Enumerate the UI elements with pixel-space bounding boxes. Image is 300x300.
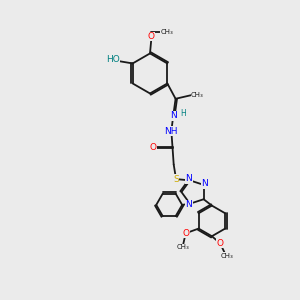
Text: CH₃: CH₃ xyxy=(177,244,190,250)
Text: N: N xyxy=(186,175,192,184)
Text: O: O xyxy=(182,229,189,238)
Text: HO: HO xyxy=(106,56,119,64)
Text: CH₃: CH₃ xyxy=(221,253,234,259)
Text: S: S xyxy=(173,175,179,184)
Text: H: H xyxy=(180,109,186,118)
Text: N: N xyxy=(170,111,177,120)
Text: NH: NH xyxy=(165,127,178,136)
Text: O: O xyxy=(150,143,157,152)
Text: O: O xyxy=(148,32,155,41)
Text: CH₃: CH₃ xyxy=(191,92,204,98)
Text: N: N xyxy=(186,200,192,209)
Text: CH₃: CH₃ xyxy=(160,29,173,35)
Text: O: O xyxy=(217,239,224,248)
Text: N: N xyxy=(201,179,208,188)
